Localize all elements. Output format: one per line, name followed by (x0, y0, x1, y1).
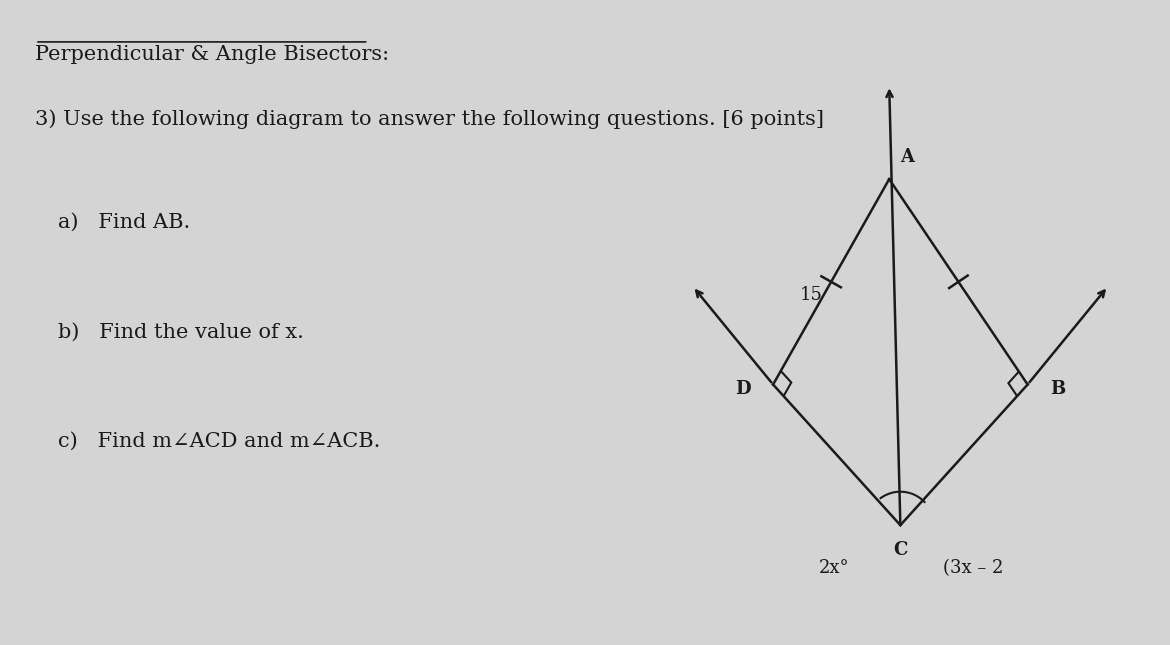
Text: (3x – 2: (3x – 2 (943, 559, 1003, 577)
Text: B: B (1049, 380, 1065, 398)
Text: Perpendicular & Angle Bisectors:: Perpendicular & Angle Bisectors: (35, 45, 390, 64)
Text: b)   Find the value of x.: b) Find the value of x. (58, 322, 304, 341)
Text: a)   Find AB.: a) Find AB. (58, 213, 191, 232)
Text: 2x°: 2x° (818, 559, 849, 577)
Text: 15: 15 (799, 286, 823, 304)
Text: 3) Use the following diagram to answer the following questions. [6 points]: 3) Use the following diagram to answer t… (35, 110, 824, 129)
Text: C: C (893, 541, 908, 559)
Text: D: D (735, 380, 751, 398)
Text: A: A (900, 148, 914, 166)
Text: c)   Find m∠ACD and m∠ACB.: c) Find m∠ACD and m∠ACB. (58, 432, 381, 451)
